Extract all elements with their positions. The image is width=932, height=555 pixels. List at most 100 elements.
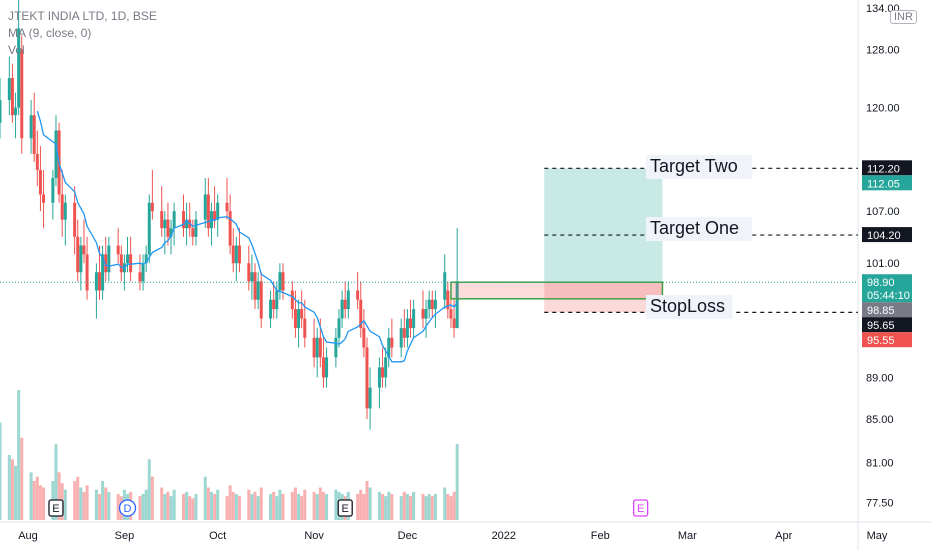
- earnings-badge[interactable]: [633, 499, 649, 517]
- candle-body[interactable]: [300, 309, 304, 319]
- candle-body[interactable]: [17, 28, 21, 108]
- candle-body[interactable]: [7, 78, 11, 101]
- candle-body[interactable]: [216, 202, 220, 220]
- candle-body[interactable]: [29, 115, 33, 139]
- candle-body[interactable]: [101, 254, 105, 291]
- candle-body[interactable]: [452, 318, 456, 329]
- candle-body[interactable]: [290, 290, 294, 310]
- candle-body[interactable]: [206, 194, 210, 229]
- candle-body[interactable]: [427, 299, 431, 310]
- candle-body[interactable]: [337, 318, 341, 338]
- candle-body[interactable]: [94, 272, 98, 291]
- candle-body[interactable]: [365, 347, 369, 409]
- candle-body[interactable]: [181, 211, 185, 229]
- earnings-badge[interactable]: [337, 499, 353, 517]
- candle-body[interactable]: [225, 202, 229, 212]
- candle-body[interactable]: [126, 254, 130, 264]
- candle-body[interactable]: [449, 309, 453, 319]
- candle-body[interactable]: [275, 290, 279, 310]
- candle-body[interactable]: [42, 194, 46, 203]
- candle-body[interactable]: [38, 169, 42, 195]
- candle-body[interactable]: [269, 299, 273, 319]
- candle-body[interactable]: [60, 194, 64, 220]
- candle-body[interactable]: [150, 202, 154, 212]
- candle-body[interactable]: [368, 387, 372, 409]
- candle-body[interactable]: [213, 211, 217, 220]
- candles[interactable]: [0, 0, 459, 430]
- candle-body[interactable]: [73, 202, 77, 237]
- candle-body[interactable]: [144, 254, 148, 264]
- candle-body[interactable]: [169, 228, 173, 237]
- candle-body[interactable]: [194, 219, 198, 237]
- candle-body[interactable]: [346, 290, 350, 310]
- candle-body[interactable]: [119, 254, 123, 273]
- candle-body[interactable]: [163, 219, 167, 229]
- candle-body[interactable]: [141, 263, 145, 282]
- candle-body[interactable]: [278, 272, 282, 291]
- ma-legend[interactable]: MA (9, close, 0): [8, 26, 92, 40]
- candle-body[interactable]: [10, 78, 14, 116]
- volume-legend[interactable]: Vol: [8, 43, 25, 57]
- candle-body[interactable]: [443, 272, 447, 300]
- candle-body[interactable]: [82, 245, 86, 255]
- candle-body[interactable]: [231, 245, 235, 264]
- candle-body[interactable]: [359, 299, 363, 329]
- candle-body[interactable]: [318, 337, 322, 358]
- candle-body[interactable]: [405, 318, 409, 338]
- candle-body[interactable]: [381, 367, 385, 378]
- candle-body[interactable]: [51, 178, 55, 203]
- candle-body[interactable]: [356, 290, 360, 300]
- candle-body[interactable]: [0, 100, 2, 123]
- earnings-badge[interactable]: [48, 499, 64, 517]
- candle-body[interactable]: [256, 281, 260, 300]
- candle-body[interactable]: [166, 219, 170, 237]
- candle-body[interactable]: [321, 357, 325, 378]
- candle-body[interactable]: [424, 309, 428, 319]
- candle-body[interactable]: [409, 318, 413, 329]
- candle-body[interactable]: [455, 281, 459, 329]
- candle-body[interactable]: [421, 309, 425, 319]
- candle-body[interactable]: [32, 115, 36, 154]
- candle-body[interactable]: [237, 245, 241, 264]
- candle-body[interactable]: [234, 245, 238, 264]
- candle-body[interactable]: [253, 272, 257, 300]
- candle-body[interactable]: [116, 245, 120, 255]
- candle-body[interactable]: [297, 309, 301, 329]
- candle-body[interactable]: [85, 254, 89, 291]
- candle-body[interactable]: [104, 254, 108, 273]
- candle-body[interactable]: [14, 107, 18, 116]
- candle-body[interactable]: [399, 328, 403, 348]
- candle-body[interactable]: [303, 318, 307, 338]
- candle-body[interactable]: [191, 228, 195, 237]
- candle-body[interactable]: [340, 299, 344, 319]
- candle-body[interactable]: [293, 309, 297, 329]
- candle-body[interactable]: [76, 236, 80, 273]
- candle-body[interactable]: [334, 337, 338, 358]
- time-axis[interactable]: Aug Sep Oct Nov Dec 2022 Feb Mar Apr May: [18, 530, 888, 542]
- candle-body[interactable]: [79, 245, 83, 273]
- candle-body[interactable]: [377, 367, 381, 388]
- candle-body[interactable]: [129, 254, 133, 273]
- candle-body[interactable]: [203, 194, 207, 220]
- candle-body[interactable]: [412, 309, 416, 329]
- symbol-title[interactable]: JTEKT INDIA LTD, 1D, BSE: [8, 9, 157, 23]
- candle-body[interactable]: [446, 290, 450, 310]
- candle-body[interactable]: [315, 337, 319, 358]
- candle-body[interactable]: [172, 211, 176, 229]
- candle-body[interactable]: [247, 263, 251, 282]
- candle-body[interactable]: [54, 130, 58, 179]
- candle-body[interactable]: [384, 357, 388, 378]
- candle-body[interactable]: [259, 281, 263, 319]
- candle-body[interactable]: [281, 272, 285, 291]
- candle-body[interactable]: [98, 272, 102, 291]
- candle-body[interactable]: [343, 299, 347, 310]
- candle-body[interactable]: [402, 328, 406, 338]
- candle-body[interactable]: [312, 337, 316, 358]
- candle-body[interactable]: [390, 337, 394, 348]
- candle-body[interactable]: [63, 202, 67, 220]
- candle-body[interactable]: [185, 219, 189, 229]
- candle-body[interactable]: [430, 299, 434, 310]
- candle-body[interactable]: [35, 153, 39, 170]
